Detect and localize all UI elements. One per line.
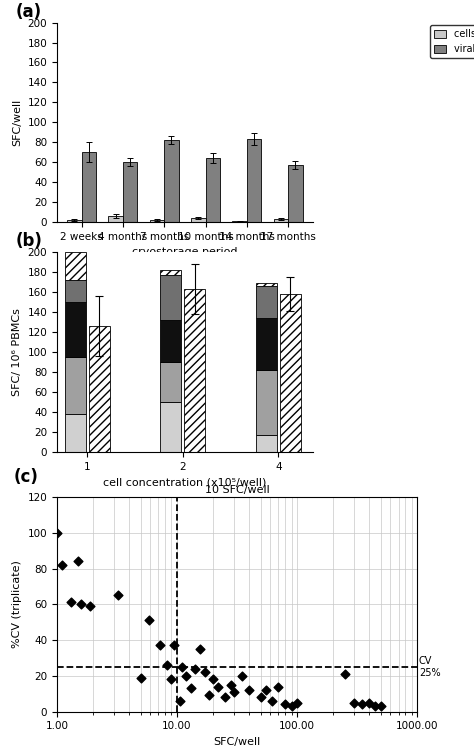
X-axis label: cell concentration (x10⁵/well): cell concentration (x10⁵/well)	[103, 477, 266, 487]
Bar	[160, 402, 182, 452]
Bar	[256, 370, 277, 434]
Bar	[160, 275, 182, 320]
Point	[288, 700, 295, 712]
Bar	[65, 280, 86, 302]
Point	[377, 700, 385, 712]
Point	[145, 614, 152, 626]
Point	[230, 686, 238, 698]
Bar	[256, 286, 277, 318]
Text: CV
25%: CV 25%	[419, 656, 440, 678]
Point	[227, 678, 235, 691]
Text: (a): (a)	[16, 2, 42, 20]
Bar	[256, 434, 277, 452]
Bar	[89, 326, 110, 452]
Point	[137, 672, 145, 684]
Point	[176, 695, 183, 707]
Point	[282, 699, 289, 711]
Bar	[247, 139, 261, 222]
Bar	[65, 414, 86, 452]
Point	[365, 697, 373, 709]
Text: (c): (c)	[14, 468, 38, 486]
X-axis label: SFC/well: SFC/well	[213, 737, 261, 747]
Point	[210, 673, 217, 685]
Bar	[256, 283, 277, 286]
Bar	[191, 218, 206, 222]
Bar	[206, 158, 220, 222]
Bar	[280, 294, 301, 452]
Bar	[65, 357, 86, 414]
Point	[238, 670, 246, 682]
Y-axis label: %CV (triplicate): %CV (triplicate)	[12, 560, 22, 648]
Y-axis label: SFC/ 10⁶ PBMCs: SFC/ 10⁶ PBMCs	[12, 308, 22, 396]
Point	[341, 668, 348, 680]
Point	[214, 681, 222, 693]
Point	[351, 697, 358, 709]
Title: 10 SFC/well: 10 SFC/well	[205, 485, 269, 495]
Bar	[288, 165, 302, 222]
Bar	[65, 302, 86, 357]
Point	[163, 659, 170, 671]
Point	[191, 663, 198, 675]
Bar	[65, 252, 86, 280]
Point	[293, 697, 301, 709]
Point	[156, 639, 164, 651]
Point	[196, 643, 204, 655]
Point	[74, 556, 82, 568]
Bar	[160, 270, 182, 275]
Point	[182, 670, 190, 682]
Point	[53, 527, 61, 539]
Point	[114, 590, 121, 602]
Bar	[164, 140, 179, 222]
Bar	[123, 163, 137, 222]
Point	[178, 661, 186, 673]
Point	[221, 691, 228, 703]
Bar	[160, 320, 182, 362]
Bar	[232, 221, 247, 222]
Bar	[109, 216, 123, 222]
Point	[168, 673, 175, 685]
Bar	[256, 318, 277, 370]
Point	[358, 699, 366, 711]
Point	[187, 682, 194, 694]
Bar	[150, 220, 164, 222]
Legend: cells only background, viral pool: cells only background, viral pool	[430, 26, 474, 58]
Point	[205, 690, 213, 702]
Point	[87, 600, 94, 612]
Point	[257, 691, 264, 703]
Point	[246, 684, 253, 696]
Point	[171, 639, 178, 651]
Text: (b): (b)	[16, 232, 43, 250]
Bar	[184, 289, 206, 452]
Y-axis label: SFC/well: SFC/well	[12, 99, 22, 146]
Point	[268, 695, 276, 707]
Point	[67, 596, 74, 608]
Point	[78, 598, 85, 610]
Point	[372, 700, 379, 712]
Bar	[160, 362, 182, 402]
Point	[274, 681, 282, 693]
Bar	[82, 152, 96, 222]
Bar	[273, 219, 288, 222]
Bar	[67, 220, 82, 222]
Point	[262, 684, 270, 696]
Point	[201, 666, 209, 678]
Point	[58, 559, 65, 571]
X-axis label: cryostorage period: cryostorage period	[132, 248, 237, 258]
